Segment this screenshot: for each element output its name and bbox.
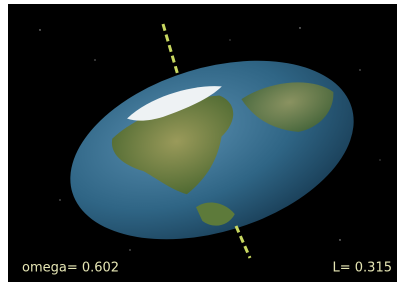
l-label: L= 0.315 bbox=[333, 261, 392, 276]
scene: omega= 0.602 L= 0.315 bbox=[0, 0, 403, 286]
omega-label: omega= 0.602 bbox=[22, 261, 119, 276]
page: omega= 0.602 L= 0.315 (() => { const dat… bbox=[0, 0, 403, 286]
